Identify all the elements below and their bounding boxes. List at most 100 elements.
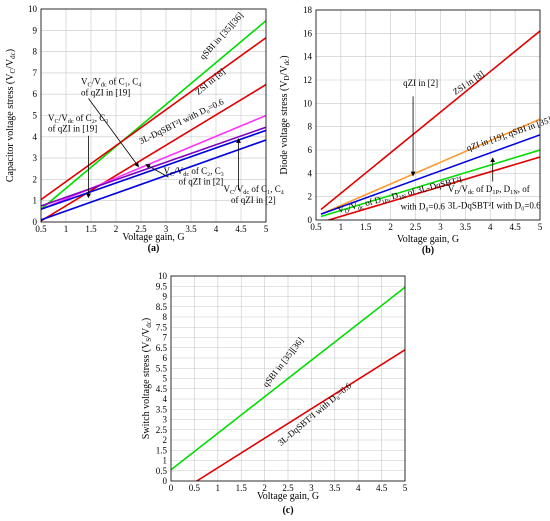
y-tick-label: 12 xyxy=(303,75,312,85)
x-tick-label: 0.5 xyxy=(35,224,47,234)
x-tick-label: 0 xyxy=(169,483,174,493)
y-tick-label: 8.5 xyxy=(156,302,168,312)
x-tick-label: 1 xyxy=(339,222,344,232)
chart-panel-2: 0.5 1 1.5 2 2.5 3 3.5 4 4.5 5 0 2 4 6 8 10 12 14 16 18 ZSI i… xyxy=(279,5,550,256)
y-tick-label: 4 xyxy=(33,132,38,142)
x-axis-label: Voltage gain, G xyxy=(122,232,184,243)
annotation-label: VC​/Vdc​ of C₂, C₃ xyxy=(164,166,224,178)
x-tick-label: 4 xyxy=(214,224,219,234)
x-tick-label: 1.5 xyxy=(85,224,97,234)
annotation-label: of qZI in [19] xyxy=(48,123,97,133)
x-tick-label: 3 xyxy=(164,224,169,234)
x-tick-label: 1 xyxy=(64,224,69,234)
x-tick-label: 3.5 xyxy=(329,483,341,493)
series-line-3 xyxy=(320,134,540,215)
x-tick-label: 2.5 xyxy=(135,224,147,234)
series-line-5 xyxy=(41,126,266,207)
x-tick-label: 4 xyxy=(356,483,361,493)
annotation-label: VD​/Vdc​ of D1P​, D1N​, of xyxy=(448,184,530,196)
series-line-5 xyxy=(326,156,540,220)
annotation-label: of qZI in [19] xyxy=(81,87,130,97)
x-tick-label: 0.5 xyxy=(189,483,201,493)
series-line-2 xyxy=(41,37,266,201)
y-tick-label: 4 xyxy=(163,394,168,404)
x-tick-label: 5 xyxy=(403,483,408,493)
x-tick-label: 0.5 xyxy=(310,222,322,232)
y-tick-label: 1 xyxy=(163,456,168,466)
x-tick-label: 2 xyxy=(114,224,119,234)
y-tick-label: 0 xyxy=(163,476,168,486)
annotation-label: qZI in [2] xyxy=(403,78,438,88)
x-tick-label: 2 xyxy=(388,222,393,232)
y-tick-label: 1.5 xyxy=(156,445,168,455)
y-tick-label: 1 xyxy=(33,196,38,206)
y-tick-label: 18 xyxy=(303,5,313,15)
series-line-1 xyxy=(320,30,540,211)
y-tick-label: 0 xyxy=(33,217,38,227)
x-tick-label: 4.5 xyxy=(376,483,388,493)
series-line-2 xyxy=(196,349,405,481)
y-tick-label: 2 xyxy=(308,192,313,202)
panel-label: (a) xyxy=(148,243,160,254)
series-line-7 xyxy=(41,139,266,221)
x-tick-label: 5 xyxy=(538,222,543,232)
annotation-label: VC​/Vdc​ of C₁, C₄ xyxy=(224,184,284,196)
x-tick-label: 3.5 xyxy=(460,222,472,232)
y-tick-label: 2 xyxy=(33,174,38,184)
x-tick-label: 4.5 xyxy=(509,222,521,232)
annotation-arrow xyxy=(88,98,139,168)
x-axis-label: Voltage gain, G xyxy=(397,234,459,245)
plot-frame xyxy=(170,275,406,482)
y-tick-label: 2 xyxy=(163,435,168,445)
y-tick-label: 7 xyxy=(163,333,168,343)
y-tick-label: 7 xyxy=(33,68,38,78)
y-tick-label: 9 xyxy=(33,25,38,35)
series-group xyxy=(171,286,405,481)
x-tick-label: 1.5 xyxy=(360,222,372,232)
series-line-2 xyxy=(320,118,540,215)
chart-panel-3: 0 0.5 1 1.5 2 2.5 3 3.5 4 4.5 500.511.522.533.544.… xyxy=(141,271,408,516)
series-line-4 xyxy=(320,149,540,218)
y-axis-label: Switch voltage stress (VS​/Vdc​) xyxy=(141,318,153,439)
annotation-label: ZSI in [8] xyxy=(193,66,227,96)
x-tick-label: 2.5 xyxy=(282,483,294,493)
annotation-label: ZSI in [8] xyxy=(451,69,486,97)
panel-label: (c) xyxy=(282,505,293,516)
y-tick-label: 3.5 xyxy=(156,404,168,414)
series-line-1 xyxy=(41,20,266,210)
x-tick-label: 3.5 xyxy=(185,224,197,234)
y-tick-label: 6 xyxy=(308,145,313,155)
y-tick-label: 3 xyxy=(33,153,38,163)
series-line-3 xyxy=(41,83,266,222)
y-tick-label: 6.5 xyxy=(156,343,168,353)
series-line-6 xyxy=(41,129,266,210)
annotation-label: with D₀=0.6 xyxy=(401,202,446,212)
plot-frame xyxy=(40,8,267,223)
panel-label: (b) xyxy=(422,245,434,256)
annotation-arrow xyxy=(145,164,169,178)
y-tick-label: 10 xyxy=(158,271,168,281)
annotation-label: qSBI in [35][36] xyxy=(261,336,306,389)
y-tick-label: 10 xyxy=(28,4,38,14)
x-tick-label: 2.5 xyxy=(410,222,422,232)
annotation-label: VC​/Vdc​ of C₂, C₃ xyxy=(48,113,108,125)
x-tick-label: 2 xyxy=(262,483,267,493)
annotation-label: 3L-DqSBT²I with D₀=0.6 xyxy=(448,200,541,210)
y-tick-label: 9 xyxy=(163,292,168,302)
y-tick-label: 5.5 xyxy=(156,363,168,373)
annotation-label: VC​/Vdc​ of C₁, C₄ xyxy=(81,77,141,89)
x-tick-label: 5 xyxy=(264,224,269,234)
y-tick-label: 2.5 xyxy=(156,425,168,435)
y-axis-label: Capacitor voltage stress (VC​/Vdc​) xyxy=(5,49,17,182)
annotation-label: of qZI in [2] xyxy=(231,195,276,205)
plot-frame xyxy=(315,9,541,221)
x-tick-label: 4.5 xyxy=(235,224,247,234)
y-tick-label: 7.5 xyxy=(156,322,168,332)
y-tick-label: 0 xyxy=(308,215,313,225)
series-line-1 xyxy=(171,286,405,471)
y-tick-label: 8 xyxy=(308,122,313,132)
y-axis-label: Diode voltage stress (VD​/Vdc​) xyxy=(279,55,291,174)
annotation-label: qSBI in [35][36] xyxy=(198,10,246,61)
y-tick-label: 5 xyxy=(33,111,38,121)
y-tick-label: 4.5 xyxy=(156,384,168,394)
